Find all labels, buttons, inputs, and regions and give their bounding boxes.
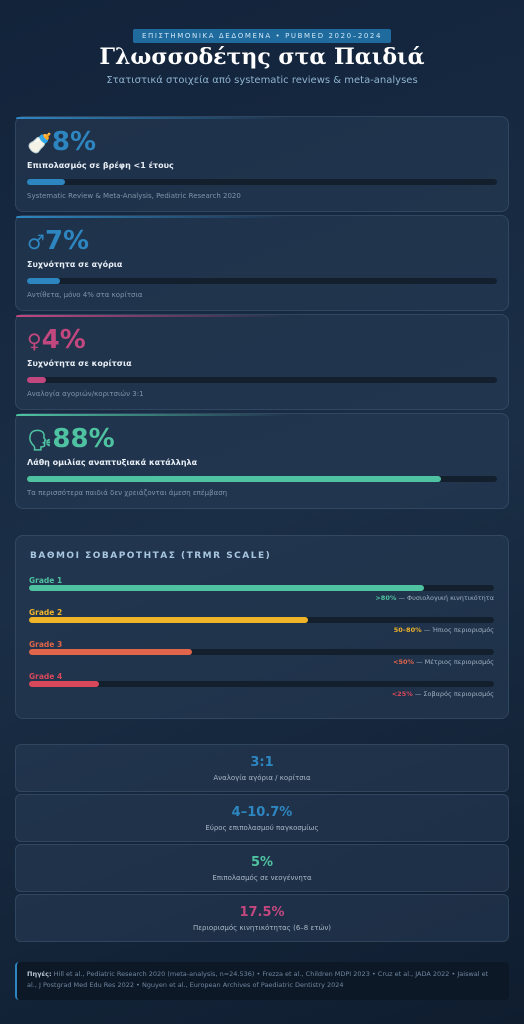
bar-fill: [27, 377, 46, 383]
card-value-text: 7%: [44, 226, 90, 256]
card-note: Αντίθετα, μόνο 4% στα κορίτσια: [27, 291, 143, 299]
grade-range-row: 50–80% — Ήπιος περιορισμός: [394, 626, 494, 634]
grade-range: <25%: [391, 690, 413, 698]
stat-box: 5% Επιπολασμός σε νεογέννητα: [15, 844, 509, 892]
grade-desc: — Ήπιος περιορισμός: [423, 626, 494, 634]
card-icon: 🍼: [27, 131, 52, 155]
grade-bar: [29, 585, 425, 591]
grade-range: 50–80%: [393, 626, 422, 634]
card-value: ♀4%: [27, 325, 86, 355]
card-label: Συχνότητα σε κορίτσια: [27, 359, 132, 368]
bar-track: [27, 377, 497, 383]
stat-label: Αναλογία αγόρια / κορίτσια: [213, 774, 311, 782]
card-label: Λάθη ομιλίας αναπτυξιακά κατάλληλα: [27, 458, 198, 467]
grade-range-row: <25% — Σοβαρός περιορισμός: [392, 690, 494, 698]
stat-box: 3:1 Αναλογία αγόρια / κορίτσια: [15, 744, 509, 792]
grade-range-row: <50% — Μέτριος περιορισμός: [393, 658, 494, 666]
footer: Πηγές: Hill et al., Pediatric Research 2…: [15, 962, 509, 1000]
grade-desc: — Φυσιολογική κινητικότητα: [398, 594, 494, 602]
grade-desc: — Σοβαρός περιορισμός: [414, 690, 494, 698]
card-accent: [16, 117, 287, 119]
card-value-text: 4%: [41, 325, 86, 355]
grade-name: Grade 3: [29, 640, 63, 649]
grade-track: [29, 617, 494, 623]
bar-fill: [27, 476, 441, 482]
stat-card: 🗣88% Λάθη ομιλίας αναπτυξιακά κατάλληλα Τα…: [15, 413, 509, 509]
footer-text: Hill et al., Pediatric Research 2020 (me…: [27, 970, 489, 989]
subtitle: Στατιστικά στοιχεία από systematic revie…: [106, 75, 418, 86]
stat-value: 17.5%: [239, 905, 285, 920]
grade-track: [29, 681, 494, 687]
card-accent: [16, 414, 287, 416]
grade-track: [29, 585, 494, 591]
bar-fill: [27, 278, 60, 284]
stat-label: Επιπολασμός σε νεογέννητα: [212, 874, 312, 882]
bar-track: [27, 278, 497, 284]
grade-desc: — Μέτριος περιορισμός: [416, 658, 494, 666]
stat-value: 5%: [250, 855, 274, 870]
severity-title: ΒΑΘΜΟΙ ΣΟΒΑΡΟΤΗΤΑΣ (TRMR SCALE): [30, 551, 272, 561]
card-icon: ♂: [27, 230, 45, 254]
card-value: 🗣88%: [27, 424, 115, 454]
card-value: 🍼8%: [27, 127, 96, 157]
card-label: Συχνότητα σε αγόρια: [27, 260, 123, 269]
stat-box: 4–10.7% Εύρος επιπολασμού παγκοσμίως: [15, 794, 509, 842]
bar-fill: [27, 179, 65, 185]
grade-name: Grade 1: [29, 576, 63, 585]
card-icon: ♀: [27, 329, 42, 353]
card-value: ♂7%: [27, 226, 89, 256]
grade-range: <50%: [393, 658, 415, 666]
card-value-text: 88%: [52, 424, 115, 454]
card-note: Αναλογία αγοριών/κοριτσιών 3:1: [27, 390, 144, 398]
badge-text: ΕΠΙΣΤΗΜΟΝΙΚΑ ΔΕΔΟΜΕΝΑ • PUBMED 2020–2024: [132, 29, 392, 43]
stat-box: 17.5% Περιορισμός κινητικότητας (6–8 ετών…: [15, 894, 509, 942]
card-note: Systematic Review & Meta-Analysis, Pedia…: [27, 192, 241, 200]
card-icon: 🗣: [27, 428, 53, 452]
stat-card: ♂7% Συχνότητα σε αγόρια Αντίθετα, μόνο 4% …: [15, 215, 509, 311]
stat-label: Περιορισμός κινητικότητας (6–8 ετών): [193, 924, 331, 932]
grade-range-row: >80% — Φυσιολογική κινητικότητα: [375, 594, 494, 602]
grade-range: >80%: [375, 594, 397, 602]
stat-value: 3:1: [250, 755, 274, 770]
title: Γλωσσοδέτης στα Παιδιά: [99, 44, 425, 70]
card-accent: [16, 216, 287, 218]
stat-value: 4–10.7%: [231, 805, 293, 820]
stat-card: ♀4% Συχνότητα σε κορίτσια Αναλογία αγοριών…: [15, 314, 509, 410]
bar-track: [27, 179, 497, 185]
card-value-text: 8%: [51, 127, 97, 157]
badge: ΕΠΙΣΤΗΜΟΝΙΚΑ ΔΕΔΟΜΕΝΑ • PUBMED 2020–2024: [0, 23, 524, 43]
grade-bar: [29, 681, 99, 687]
card-accent: [16, 315, 287, 317]
grade-track: [29, 649, 494, 655]
stat-label: Εύρος επιπολασμού παγκοσμίως: [205, 824, 319, 832]
grade-name: Grade 2: [29, 608, 63, 617]
footer-heading: Πηγές:: [27, 970, 52, 978]
grade-name: Grade 4: [29, 672, 63, 681]
grade-bar: [29, 649, 192, 655]
severity-panel: ΒΑΘΜΟΙ ΣΟΒΑΡΟΤΗΤΑΣ (TRMR SCALE) Grade 1 >8…: [15, 535, 509, 719]
card-label: Επιπολασμός σε βρέφη <1 έτους: [27, 161, 174, 170]
grade-bar: [29, 617, 308, 623]
bar-track: [27, 476, 497, 482]
card-note: Τα περισσότερα παιδιά δεν χρειάζονται άμ…: [27, 489, 228, 497]
stat-card: 🍼8% Επιπολασμός σε βρέφη <1 έτους Systemat…: [15, 116, 509, 212]
